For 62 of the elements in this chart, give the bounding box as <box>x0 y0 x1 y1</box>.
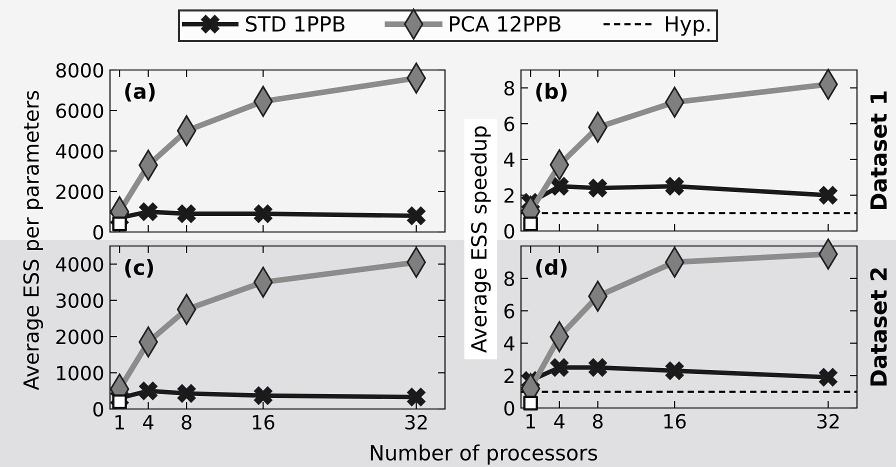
x-tick-label: 32 <box>817 414 839 429</box>
annotation: (a) <box>125 82 155 102</box>
y-tick-label: 8000 <box>56 62 104 78</box>
point <box>588 178 608 198</box>
legend-label: STD 1PPB <box>246 16 344 32</box>
point <box>665 176 684 196</box>
y-tick-label: 2000 <box>56 184 104 200</box>
point <box>665 361 684 380</box>
point <box>406 388 426 406</box>
legend-label: PCA 12PPB <box>450 16 560 32</box>
x-tick-label: 1 <box>116 415 124 430</box>
point <box>588 358 608 377</box>
y-tick-label: 2 <box>504 188 514 203</box>
point <box>112 394 127 410</box>
y-tick-label: 0 <box>504 400 514 416</box>
y-tick-label: 4000 <box>56 257 104 272</box>
x-tick-label: 4 <box>143 415 154 430</box>
y-tick-label: 4 <box>504 152 514 167</box>
point <box>550 176 569 196</box>
x-tick-label: 8 <box>182 414 192 430</box>
x-tick-label: 16 <box>664 414 686 429</box>
point <box>550 358 569 377</box>
annotation: (c) <box>125 259 153 278</box>
x-axis-title: Number of processors <box>370 444 598 465</box>
point <box>138 202 158 222</box>
y-tick-label: 2000 <box>56 330 104 344</box>
y-tick-label: 4000 <box>56 144 104 159</box>
point <box>818 368 838 387</box>
y-tick-label: 2 <box>504 368 514 383</box>
point <box>177 384 196 403</box>
point <box>523 216 538 232</box>
point <box>254 204 273 224</box>
y-tick-label: 0 <box>93 402 104 417</box>
y-tick-label: 0 <box>93 224 104 240</box>
annotation: (b) <box>536 82 567 102</box>
point <box>138 382 158 400</box>
y-tick-label: 1000 <box>57 366 104 380</box>
y-tick-label: 6 <box>504 304 514 318</box>
point <box>523 396 538 410</box>
legend-label: Hyp. <box>666 16 710 36</box>
point <box>254 386 273 405</box>
y-tick-label: 0 <box>504 224 514 239</box>
point <box>112 216 127 232</box>
text: Dataset 1 <box>870 91 887 210</box>
y-tick-label: 8 <box>504 80 514 96</box>
y-axis-title: Average ESS speedup <box>470 126 491 353</box>
y-tick-label: 8 <box>504 271 514 286</box>
x-tick-label: 16 <box>252 414 274 430</box>
x-tick-label: 32 <box>405 414 427 430</box>
y-tick-label: 3000 <box>56 293 104 308</box>
point <box>406 206 426 226</box>
y-tick-label: 6000 <box>56 103 104 118</box>
point <box>177 204 196 224</box>
y-tick-label: 6 <box>504 116 514 132</box>
x-tick-label: 1 <box>526 414 535 428</box>
x-tick-label: 4 <box>554 414 564 428</box>
text: Dataset 2 <box>870 268 887 386</box>
point <box>818 186 838 205</box>
annotation: (d) <box>536 258 567 278</box>
y-tick-label: 4 <box>504 336 514 351</box>
y-axis-title: Average ESS per parameters <box>23 90 43 390</box>
x-tick-label: 8 <box>592 414 603 429</box>
